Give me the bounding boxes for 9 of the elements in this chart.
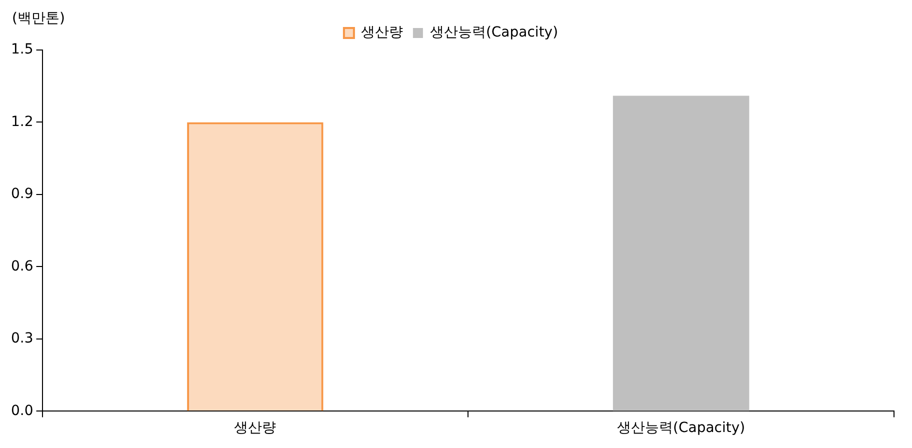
- y-tick-label: 1.2: [11, 114, 34, 130]
- y-tick-label: 1.5: [11, 42, 34, 58]
- legend-label: 생산량: [360, 24, 403, 41]
- legend-label: 생산능력(Capacity): [430, 24, 558, 41]
- y-axis-title: (백만톤): [12, 10, 65, 27]
- y-tick-label: 0.3: [11, 330, 34, 347]
- y-tick-label: 0.6: [11, 258, 34, 274]
- y-tick-label: 0.9: [11, 186, 34, 202]
- y-tick-label: 0.0: [11, 402, 34, 419]
